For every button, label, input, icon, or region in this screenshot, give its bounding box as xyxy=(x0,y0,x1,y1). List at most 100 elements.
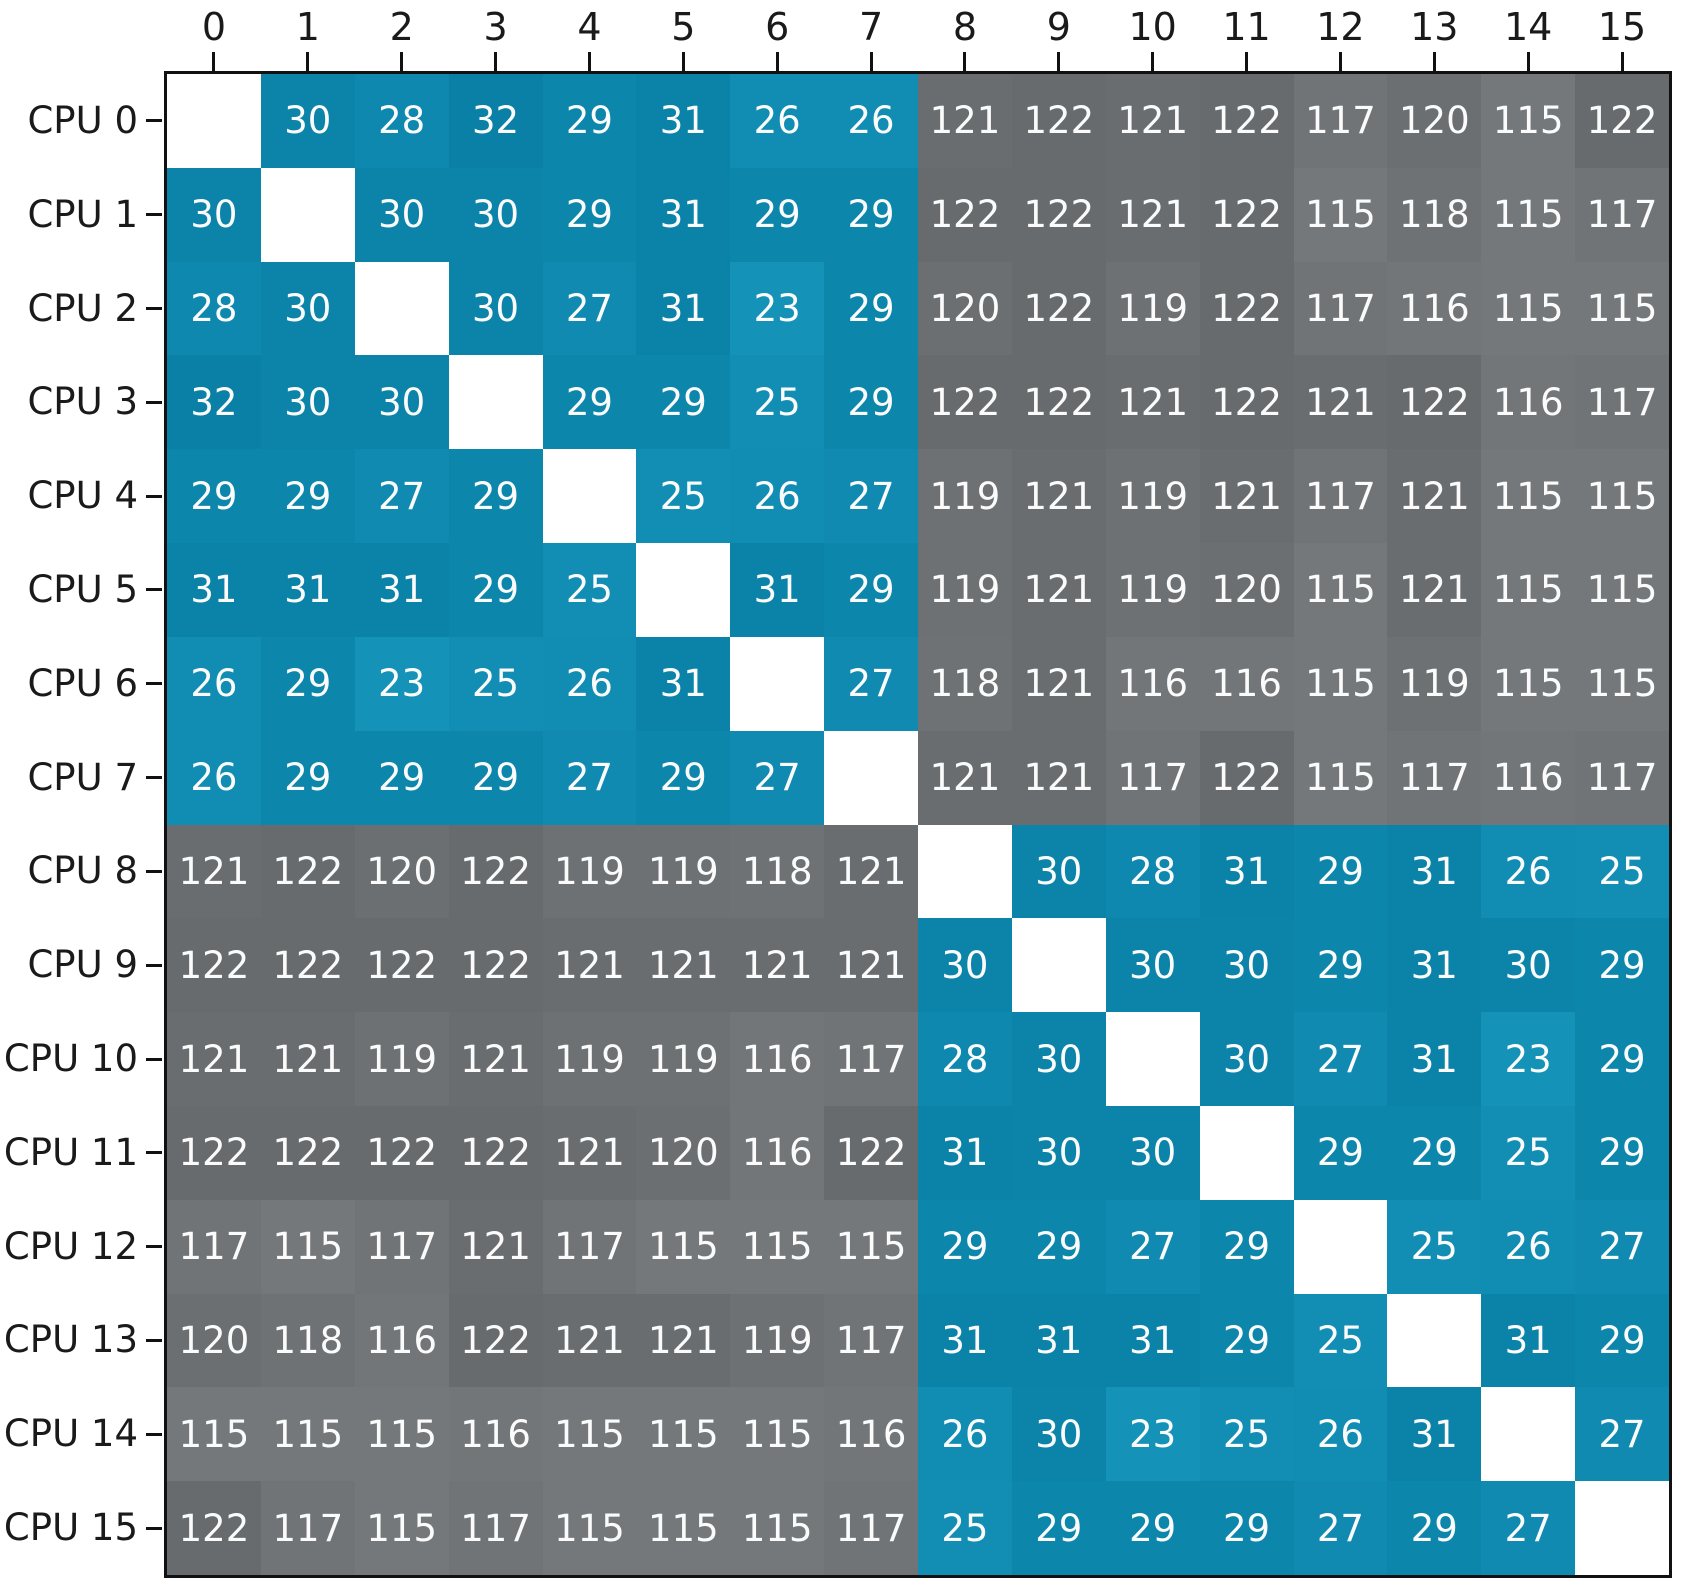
heatmap-cell-r1c10: 121 xyxy=(1105,167,1200,262)
heatmap-cell-r8c5: 119 xyxy=(636,824,731,919)
y-tick-label-cpu-7: CPU 7 xyxy=(27,755,138,799)
heatmap-cell-r7c1: 29 xyxy=(260,730,355,825)
heatmap-cell-r8c12: 29 xyxy=(1293,824,1388,919)
x-tick-mark xyxy=(306,52,310,71)
heatmap-cell-r8c14: 26 xyxy=(1481,824,1576,919)
y-tick-mark xyxy=(146,494,162,498)
heatmap-cell-r3c2: 30 xyxy=(354,355,449,450)
heatmap-cell-r7c2: 29 xyxy=(354,730,449,825)
heatmap-cell-r3c10: 121 xyxy=(1105,355,1200,450)
heatmap-cell-r14c2: 115 xyxy=(354,1387,449,1482)
heatmap-cell-r15c0: 122 xyxy=(167,1481,261,1575)
y-tick-mark xyxy=(146,776,162,780)
heatmap-cell-r9c13: 31 xyxy=(1387,918,1482,1013)
heatmap-cell-r8c2: 120 xyxy=(354,824,449,919)
x-tick-label-3: 3 xyxy=(483,5,508,49)
heatmap-cell-r3c3 xyxy=(448,355,543,450)
heatmap-cell-r6c4: 26 xyxy=(542,636,637,731)
heatmap-cell-r0c13: 120 xyxy=(1387,74,1482,168)
heatmap-cell-r4c6: 26 xyxy=(730,449,825,544)
heatmap-cell-r4c7: 27 xyxy=(824,449,918,544)
heatmap-cell-r1c6: 29 xyxy=(730,167,825,262)
heatmap-cell-r4c12: 117 xyxy=(1293,449,1388,544)
heatmap-cell-r12c2: 117 xyxy=(354,1199,449,1294)
y-tick-mark xyxy=(146,213,162,217)
x-tick-label-10: 10 xyxy=(1128,5,1177,49)
y-tick-label-cpu-15: CPU 15 xyxy=(3,1506,138,1550)
heatmap-cell-r6c3: 25 xyxy=(448,636,543,731)
heatmap-cell-r15c8: 25 xyxy=(918,1481,1012,1575)
heatmap-cell-r10c4: 119 xyxy=(542,1012,637,1106)
heatmap-cell-r13c7: 117 xyxy=(824,1293,918,1388)
heatmap-cell-r5c5 xyxy=(636,543,731,637)
heatmap-cell-r11c5: 120 xyxy=(636,1105,731,1200)
heatmap-cell-r13c5: 121 xyxy=(636,1293,731,1388)
heatmap-cell-r10c0: 121 xyxy=(167,1012,261,1106)
y-tick-label-cpu-0: CPU 0 xyxy=(27,98,138,142)
heatmap-cell-r14c7: 116 xyxy=(824,1387,918,1482)
y-tick-mark xyxy=(146,119,162,123)
heatmap-cell-r3c5: 29 xyxy=(636,355,731,450)
heatmap-cell-r2c14: 115 xyxy=(1481,261,1576,356)
heatmap-cell-r12c14: 26 xyxy=(1481,1199,1576,1294)
heatmap-cell-r7c5: 29 xyxy=(636,730,731,825)
y-tick-mark xyxy=(146,1245,162,1249)
heatmap-cell-r11c4: 121 xyxy=(542,1105,637,1200)
heatmap-cell-r5c15: 115 xyxy=(1575,543,1669,637)
heatmap-cell-r11c15: 29 xyxy=(1575,1105,1669,1200)
heatmap-cell-r11c0: 122 xyxy=(167,1105,261,1200)
heatmap-cell-r1c2: 30 xyxy=(354,167,449,262)
heatmap-cell-r8c13: 31 xyxy=(1387,824,1482,919)
heatmap-cell-r5c11: 120 xyxy=(1199,543,1294,637)
x-tick-label-9: 9 xyxy=(1046,5,1071,49)
heatmap-cell-r8c3: 122 xyxy=(448,824,543,919)
heatmap-cell-r0c2: 28 xyxy=(354,74,449,168)
heatmap-cell-r13c9: 31 xyxy=(1011,1293,1106,1388)
heatmap-cell-r8c15: 25 xyxy=(1575,824,1669,919)
heatmap-cell-r4c1: 29 xyxy=(260,449,355,544)
heatmap-cell-r12c11: 29 xyxy=(1199,1199,1294,1294)
heatmap-cell-r6c8: 118 xyxy=(918,636,1012,731)
heatmap-cell-r0c5: 31 xyxy=(636,74,731,168)
heatmap-cell-r7c9: 121 xyxy=(1011,730,1106,825)
heatmap-cell-r8c4: 119 xyxy=(542,824,637,919)
heatmap-cell-r2c4: 27 xyxy=(542,261,637,356)
heatmap-cell-r5c2: 31 xyxy=(354,543,449,637)
heatmap-cell-r12c6: 115 xyxy=(730,1199,825,1294)
heatmap-cell-r7c6: 27 xyxy=(730,730,825,825)
heatmap-cell-r13c6: 119 xyxy=(730,1293,825,1388)
heatmap-cell-r1c9: 122 xyxy=(1011,167,1106,262)
heatmap-cell-r4c11: 121 xyxy=(1199,449,1294,544)
y-tick-mark xyxy=(146,307,162,311)
heatmap-cell-r7c15: 117 xyxy=(1575,730,1669,825)
heatmap-cell-r11c10: 30 xyxy=(1105,1105,1200,1200)
heatmap-cell-r15c15 xyxy=(1575,1481,1669,1575)
x-tick-label-11: 11 xyxy=(1222,5,1271,49)
heatmap-cell-r10c2: 119 xyxy=(354,1012,449,1106)
heatmap-cell-r1c15: 117 xyxy=(1575,167,1669,262)
heatmap-cell-r5c8: 119 xyxy=(918,543,1012,637)
heatmap-cell-r1c5: 31 xyxy=(636,167,731,262)
heatmap-cell-r15c10: 29 xyxy=(1105,1481,1200,1575)
x-tick-label-0: 0 xyxy=(201,5,227,49)
heatmap-cell-r11c1: 122 xyxy=(260,1105,355,1200)
heatmap-cell-r14c0: 115 xyxy=(167,1387,261,1482)
heatmap-cell-r3c15: 117 xyxy=(1575,355,1669,450)
heatmap-cell-r15c7: 117 xyxy=(824,1481,918,1575)
y-tick-label-cpu-11: CPU 11 xyxy=(3,1130,138,1174)
heatmap-cell-r11c7: 122 xyxy=(824,1105,918,1200)
x-tick-label-4: 4 xyxy=(577,5,602,49)
heatmap-cell-r3c8: 122 xyxy=(918,355,1012,450)
heatmap-cell-r14c15: 27 xyxy=(1575,1387,1669,1482)
heatmap-cell-r14c5: 115 xyxy=(636,1387,731,1482)
heatmap-cell-r9c11: 30 xyxy=(1199,918,1294,1013)
x-tick-label-1: 1 xyxy=(295,5,320,49)
heatmap-cell-r4c2: 27 xyxy=(354,449,449,544)
heatmap-cell-r2c5: 31 xyxy=(636,261,731,356)
heatmap-cell-r13c13 xyxy=(1387,1293,1482,1388)
heatmap-cell-r7c4: 27 xyxy=(542,730,637,825)
heatmap-cell-r12c10: 27 xyxy=(1105,1199,1200,1294)
y-tick-label-cpu-2: CPU 2 xyxy=(27,286,138,330)
heatmap-cell-r12c0: 117 xyxy=(167,1199,261,1294)
